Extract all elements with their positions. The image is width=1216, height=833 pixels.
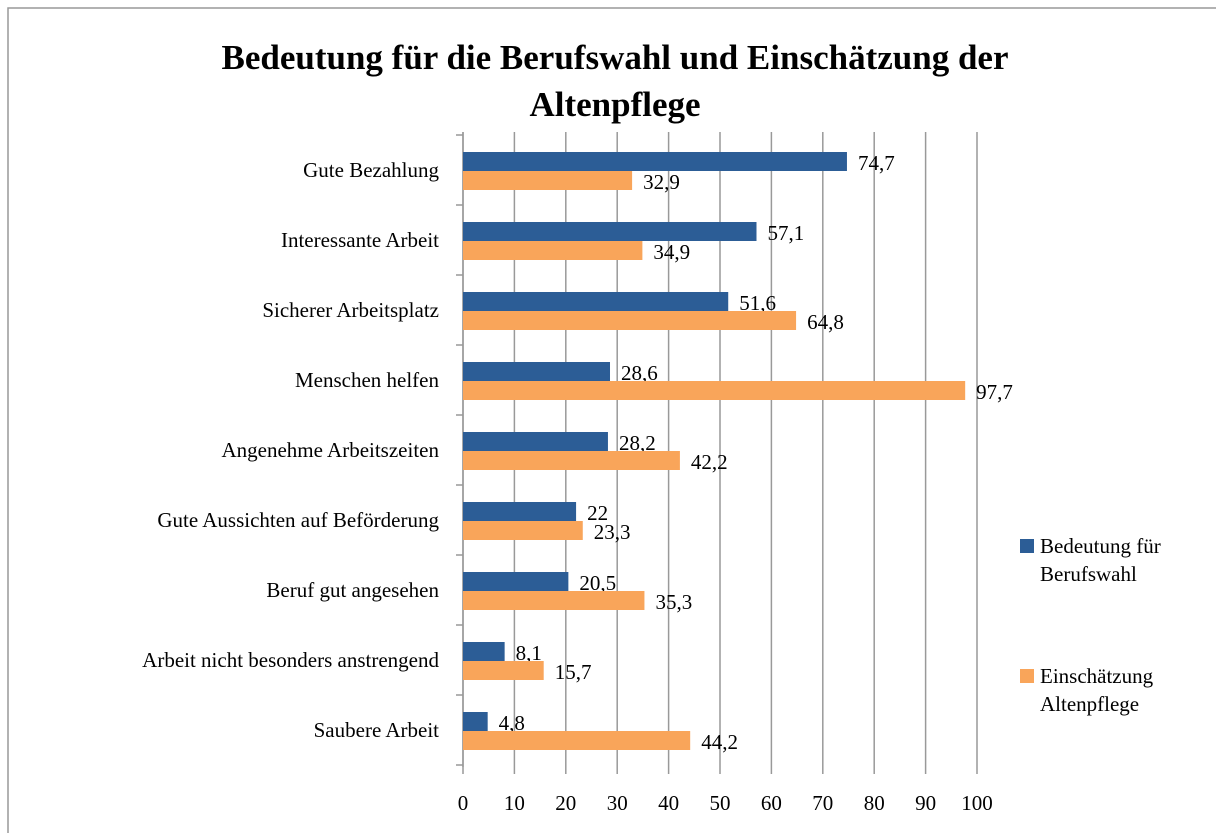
value-label: 44,2 xyxy=(701,730,738,754)
y-tick-label: Arbeit nicht besonders anstrengend xyxy=(142,648,439,672)
bar xyxy=(463,712,488,731)
value-label: 28,6 xyxy=(621,361,658,385)
y-tick-label: Beruf gut angesehen xyxy=(266,578,439,602)
value-label: 28,2 xyxy=(619,431,656,455)
y-tick-label: Angenehme Arbeitszeiten xyxy=(221,438,439,462)
value-label: 97,7 xyxy=(976,380,1013,404)
bar xyxy=(463,381,966,400)
legend-label: Bedeutung für Berufswahl xyxy=(1040,534,1161,586)
value-label: 4,8 xyxy=(499,711,525,735)
bar xyxy=(463,591,645,610)
x-tick-label: 60 xyxy=(761,791,782,815)
y-tick-label: Gute Aussichten auf Beförderung xyxy=(157,508,439,532)
legend-swatch xyxy=(1020,669,1034,683)
bar xyxy=(463,152,847,171)
y-tick-label: Gute Bezahlung xyxy=(303,158,439,182)
x-tick-label: 20 xyxy=(555,791,576,815)
bar xyxy=(463,311,797,330)
bar xyxy=(463,451,680,470)
chart-title: Bedeutung für die Berufswahl und Einschä… xyxy=(221,38,1009,124)
bar xyxy=(463,241,643,260)
value-label: 35,3 xyxy=(655,590,692,614)
value-label: 64,8 xyxy=(807,310,844,334)
x-tick-label: 10 xyxy=(504,791,525,815)
x-tick-label: 100 xyxy=(961,791,993,815)
x-tick-label: 70 xyxy=(812,791,833,815)
bar xyxy=(463,572,569,591)
value-label: 20,5 xyxy=(579,571,616,595)
value-label: 42,2 xyxy=(691,450,728,474)
y-tick-label: Menschen helfen xyxy=(295,368,440,392)
value-label: 22 xyxy=(587,501,608,525)
x-tick-label: 40 xyxy=(658,791,679,815)
bar xyxy=(463,642,505,661)
x-tick-label: 30 xyxy=(607,791,628,815)
legend-swatch xyxy=(1020,539,1034,553)
bar xyxy=(463,521,583,540)
bar xyxy=(463,292,729,311)
bar xyxy=(463,661,544,680)
bar xyxy=(463,432,608,451)
x-tick-label: 50 xyxy=(710,791,731,815)
y-tick-label: Sicherer Arbeitsplatz xyxy=(262,298,439,322)
value-label: 15,7 xyxy=(555,660,592,684)
y-tick-label: Saubere Arbeit xyxy=(314,718,440,742)
bar xyxy=(463,222,757,241)
legend-label: Einschätzung Altenpflege xyxy=(1040,664,1154,716)
x-tick-label: 90 xyxy=(915,791,936,815)
bar xyxy=(463,731,691,750)
value-label: 51,6 xyxy=(739,291,776,315)
x-tick-label: 0 xyxy=(458,791,469,815)
value-label: 74,7 xyxy=(858,151,895,175)
bar xyxy=(463,171,633,190)
value-label: 23,3 xyxy=(594,520,631,544)
bar xyxy=(463,362,611,381)
value-label: 34,9 xyxy=(653,240,690,264)
value-label: 57,1 xyxy=(767,221,804,245)
chart-frame xyxy=(7,7,1216,833)
value-label: 32,9 xyxy=(643,170,680,194)
bar xyxy=(463,502,577,521)
y-tick-label: Interessante Arbeit xyxy=(281,228,439,252)
value-label: 8,1 xyxy=(516,641,542,665)
x-tick-label: 80 xyxy=(864,791,885,815)
